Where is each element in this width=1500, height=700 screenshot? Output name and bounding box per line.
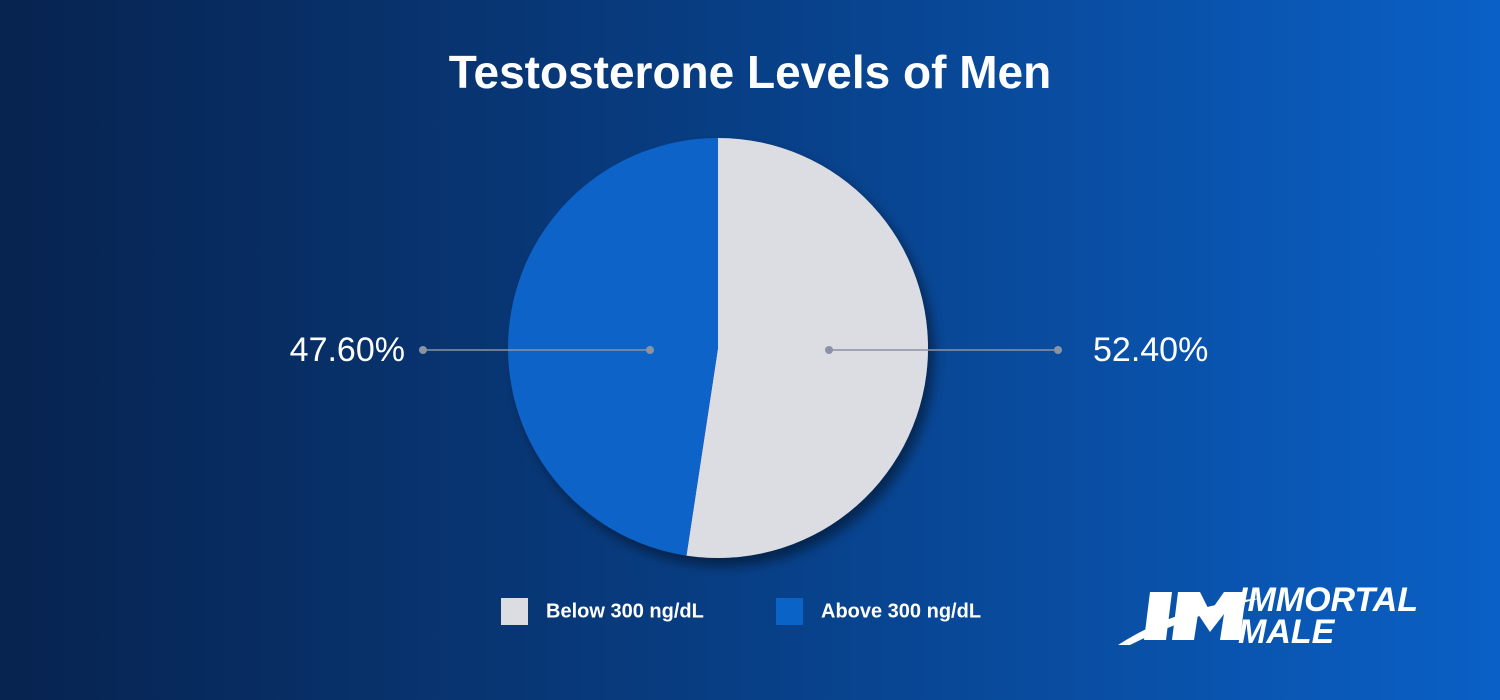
leader-dot [1054,346,1062,354]
legend-swatch [776,598,803,625]
pie [507,138,928,558]
logo-text: MALE [1238,613,1336,651]
logo: IMMORTAL MALE [1118,581,1418,651]
leader-dot [419,346,427,354]
legend-swatch [501,598,528,625]
legend-label: Below 300 ng/dL [546,600,704,622]
chart-title: Testosterone Levels of Men [449,46,1051,98]
value-label: 52.40% [1093,331,1208,369]
leader-dot [825,346,833,354]
legend-label: Above 300 ng/dL [821,600,981,622]
leader-dot [646,346,654,354]
value-label: 47.60% [290,331,405,369]
pie-slice [686,138,928,558]
logo-text: IMMORTAL [1238,581,1418,619]
pie-slice [507,138,718,556]
logo-swoosh [1118,598,1262,645]
